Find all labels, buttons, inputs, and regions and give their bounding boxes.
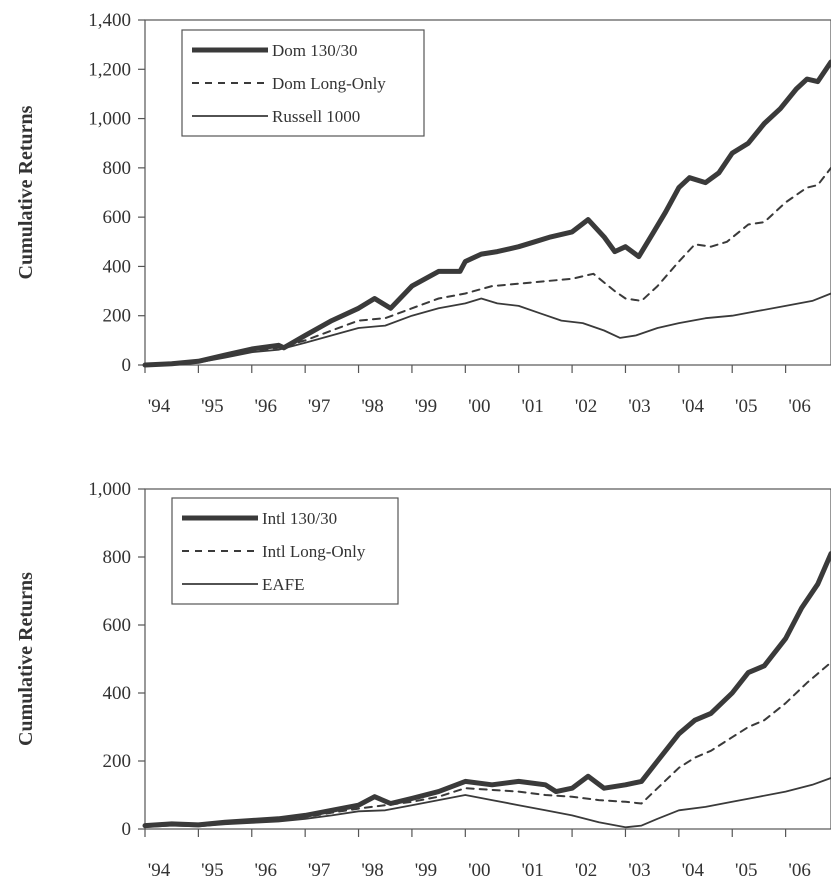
x-tick-label: '05 xyxy=(735,396,757,417)
x-tick-label: '96 xyxy=(255,860,277,881)
x-tick-label: '03 xyxy=(628,396,650,417)
y-tick-label: 1,000 xyxy=(88,479,131,500)
y-tick-label: 200 xyxy=(103,306,132,327)
chart-panel-2: 0 200 400 600 800 1,000 '94 '95 '96 '97 '98 '99 '00 '… xyxy=(15,479,831,881)
x-tick-label: '97 xyxy=(308,396,330,417)
x-tick-label: '96 xyxy=(255,396,277,417)
y-tick-label: 800 xyxy=(103,158,132,179)
y-axis-label: Cumulative Returns xyxy=(15,105,37,279)
legend: Intl 130/30 Intl Long-Only EAFE xyxy=(171,497,399,605)
x-tick-label: '04 xyxy=(682,860,705,881)
y-tick-label: 200 xyxy=(103,751,132,772)
series-line-dom-long-only xyxy=(144,166,831,366)
x-tick-label: '95 xyxy=(201,860,223,881)
series-line-russell-1000 xyxy=(144,292,831,366)
y-tick-label: 800 xyxy=(103,547,132,568)
x-tick-label: '00 xyxy=(468,860,490,881)
legend-label: Intl 130/30 xyxy=(262,509,337,528)
x-tick-label: '02 xyxy=(575,860,597,881)
chart-panel-1: 0 200 400 600 800 1,000 1,200 1,400 '94 '95 '96 '97… xyxy=(15,10,831,417)
x-tick-label: '03 xyxy=(628,860,650,881)
x-tick-label: '99 xyxy=(415,860,437,881)
x-tick-label: '04 xyxy=(682,396,705,417)
x-tick-label: '97 xyxy=(308,860,330,881)
legend-label: Dom 130/30 xyxy=(272,41,357,60)
series-line-intl-130-30 xyxy=(142,551,831,829)
x-tick-label: '98 xyxy=(361,396,383,417)
x-tick-label: '01 xyxy=(521,396,543,417)
x-tick-label: '94 xyxy=(148,396,171,417)
x-tick-label: '06 xyxy=(788,860,810,881)
y-tick-label: 600 xyxy=(103,615,132,636)
y-tick-label: 1,200 xyxy=(88,59,131,80)
x-tick-label: '02 xyxy=(575,396,597,417)
y-tick-label: 0 xyxy=(122,355,132,376)
y-tick-label: 1,400 xyxy=(88,10,131,31)
legend: Dom 130/30 Dom Long-Only Russell 1000 xyxy=(181,29,425,137)
x-tick-label: '05 xyxy=(735,860,757,881)
x-tick-label: '99 xyxy=(415,396,437,417)
plot-frame xyxy=(144,488,831,830)
x-tick-label: '06 xyxy=(788,396,810,417)
y-axis-label: Cumulative Returns xyxy=(15,572,37,746)
series-line-intl-long-only xyxy=(144,661,831,828)
x-tick-label: '98 xyxy=(361,860,383,881)
series-line-dom-130-30 xyxy=(142,59,831,368)
legend-label: Intl Long-Only xyxy=(262,542,366,561)
y-tick-label: 1,000 xyxy=(88,109,131,130)
y-tick-label: 0 xyxy=(122,819,132,840)
legend-label: Dom Long-Only xyxy=(272,74,386,93)
x-tick-label: '94 xyxy=(148,860,171,881)
plot-frame xyxy=(144,19,831,366)
legend-label: EAFE xyxy=(262,575,305,594)
y-tick-label: 400 xyxy=(103,683,132,704)
series-line-eafe xyxy=(144,777,831,829)
x-tick-label: '00 xyxy=(468,396,490,417)
x-tick-label: '95 xyxy=(201,396,223,417)
legend-label: Russell 1000 xyxy=(272,107,360,126)
x-tick-label: '01 xyxy=(521,860,543,881)
y-tick-label: 400 xyxy=(103,256,132,277)
y-tick-label: 600 xyxy=(103,207,132,228)
